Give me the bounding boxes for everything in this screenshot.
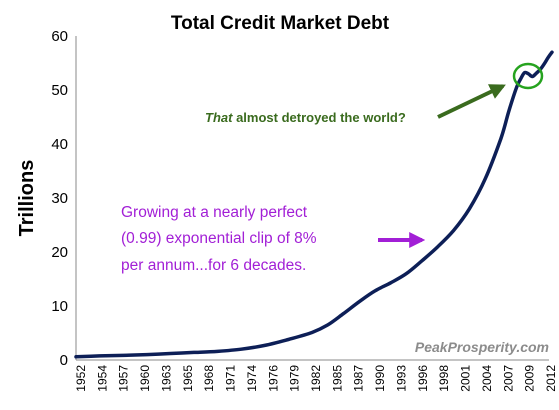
x-tick-label: 1979: [288, 365, 302, 392]
y-tick-label: 50: [51, 82, 68, 99]
x-tick-label: 1974: [245, 365, 259, 392]
x-tick-labels: 1952 1954 1957 1960 1963 1965 1968 1971 1974 1976…: [74, 365, 558, 392]
x-tick-label: 1952: [74, 365, 88, 392]
x-tick-label: 1971: [224, 365, 238, 392]
x-tick-label: 1963: [159, 365, 173, 392]
x-tick-label: 1990: [373, 365, 387, 392]
y-tick-labels: 0 10 20 30 40 50 60: [51, 28, 68, 369]
x-tick-label: 2004: [480, 365, 494, 392]
y-tick-label: 10: [51, 298, 68, 315]
x-tick-label: 2001: [459, 365, 473, 392]
series-line: [74, 50, 554, 359]
x-tick-label: 1957: [117, 365, 131, 392]
y-tick-label: 20: [51, 244, 68, 261]
y-tick-label: 30: [51, 190, 68, 207]
x-tick-label: 1968: [202, 365, 216, 392]
x-tick-label: 1998: [437, 365, 451, 392]
x-tick-label: 1954: [95, 365, 109, 392]
x-tick-label: 2007: [501, 365, 515, 392]
x-tick-label: 1987: [352, 365, 366, 392]
y-axis-label: Trillions: [16, 160, 38, 237]
annotation-purple-line-3: per annum...for 6 decades.: [121, 257, 306, 274]
x-tick-label: 1993: [394, 365, 408, 392]
highlight-circle: [512, 62, 544, 90]
x-tick-label: 1965: [181, 365, 195, 392]
watermark: PeakProsperity.com: [415, 339, 549, 355]
y-tick-label: 60: [51, 28, 68, 45]
chart-title: Total Credit Market Debt: [171, 13, 390, 34]
green-arrow: [437, 84, 506, 119]
annotation-purple-line-1: Growing at a nearly perfect: [121, 204, 308, 221]
x-tick-label: 1985: [330, 365, 344, 392]
y-tick-label: 0: [60, 352, 68, 369]
annotation-purple-line-2: (0.99) exponential clip of 8%: [121, 230, 317, 247]
annotation-green: That almost detroyed the world?: [205, 110, 406, 125]
x-tick-label: 1996: [416, 365, 430, 392]
y-tick-label: 40: [51, 136, 68, 153]
x-tick-label: 1960: [138, 365, 152, 392]
x-tick-label: 2012: [544, 365, 558, 392]
x-tick-label: 1982: [309, 365, 323, 392]
x-tick-label: 2009: [523, 365, 537, 392]
x-tick-label: 1976: [266, 365, 280, 392]
